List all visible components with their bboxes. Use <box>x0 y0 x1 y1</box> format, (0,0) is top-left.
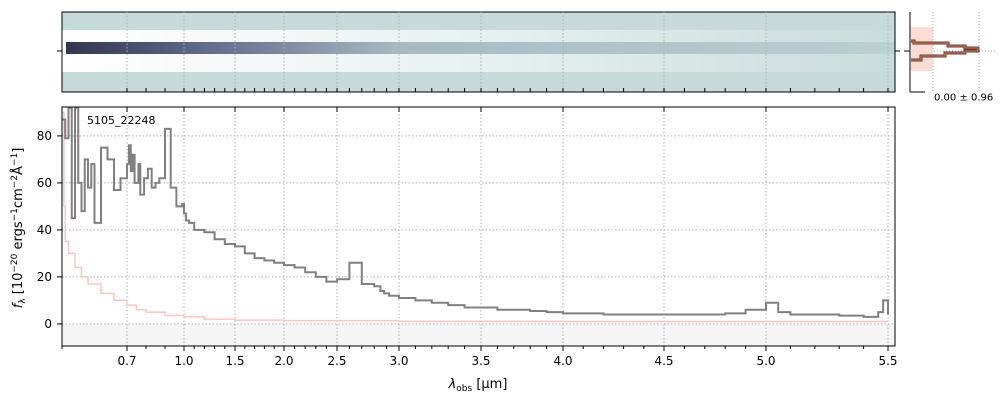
profile-panel: 0.00 ± 0.96 <box>904 12 995 103</box>
y-tick-label: 40 <box>37 223 52 237</box>
x-tick-label: 4.0 <box>553 354 572 368</box>
y-tick-label: 60 <box>37 176 52 190</box>
x-tick-label: 2.5 <box>327 354 346 368</box>
y-tick-label: 0 <box>44 317 52 331</box>
object-id-annotation: 5105_22248 <box>87 114 156 127</box>
x-tick-label: 3.5 <box>471 354 490 368</box>
y-axis-label: fλ [10−20 ergs−1cm−2Å−1] <box>10 148 28 309</box>
x-axis-label: λobs [μm] <box>448 377 508 394</box>
x-tick-label: 3.0 <box>389 354 408 368</box>
profile-label: 0.00 ± 0.96 <box>934 92 993 103</box>
y-tick-label: 20 <box>37 270 52 284</box>
error-series <box>62 111 888 323</box>
main-spectrum-panel: 0.7 1.0 1.5 2.0 2.5 3.0 3.5 4.0 4.5 5.0 5.5 0 20 40 60… <box>10 106 898 394</box>
x-tick-label: 2.0 <box>274 354 293 368</box>
x-tick-label: 5.5 <box>878 354 897 368</box>
2d-spectrum-panel <box>57 11 900 93</box>
x-tick-label: 4.5 <box>654 354 673 368</box>
flux-series <box>62 106 889 318</box>
x-tick-label: 5.0 <box>756 354 775 368</box>
x-tick-label: 1.5 <box>225 354 244 368</box>
y-tick-label: 80 <box>37 129 52 143</box>
x-tick-label: 0.7 <box>117 354 136 368</box>
x-tick-label: 1.0 <box>174 354 193 368</box>
